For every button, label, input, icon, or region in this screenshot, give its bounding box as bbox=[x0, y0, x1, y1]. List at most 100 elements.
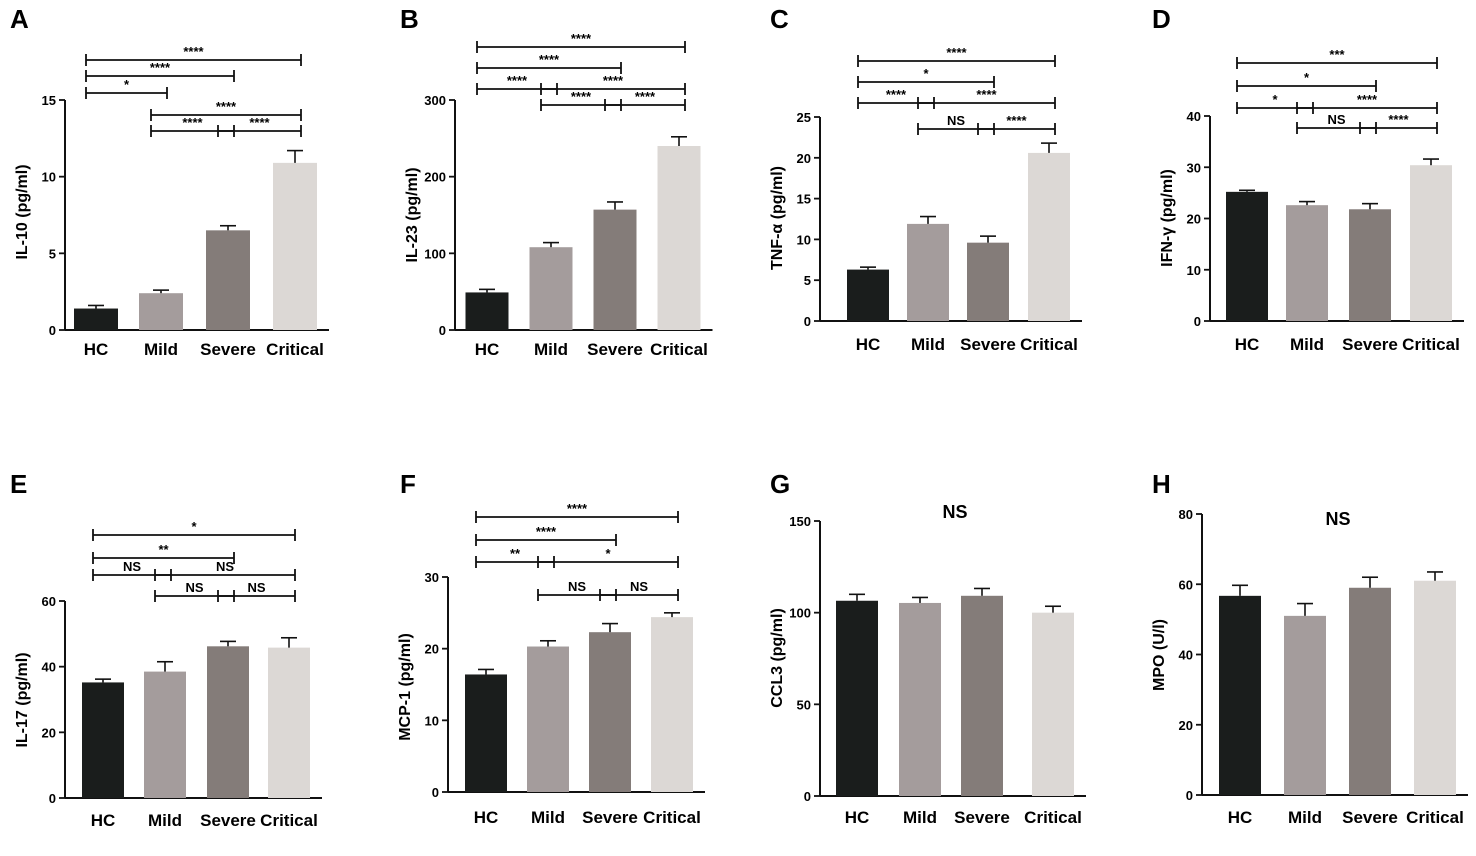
significance-label: NS bbox=[216, 559, 234, 574]
panel-letter: D bbox=[1152, 4, 1171, 34]
y-tick-label: 100 bbox=[789, 606, 811, 621]
panel-letter: E bbox=[10, 469, 27, 499]
significance-label: * bbox=[124, 77, 130, 92]
category-label: Severe bbox=[200, 811, 256, 830]
bar-hc bbox=[82, 682, 124, 798]
panel-letter: G bbox=[770, 469, 790, 499]
panel-a: A 0 5 10 15 IL-10 (pg/ml) HC Mild Severe Critical… bbox=[10, 4, 329, 359]
significance-label: * bbox=[1304, 70, 1310, 85]
significance-label: **** bbox=[1357, 92, 1378, 107]
y-tick-label: 15 bbox=[797, 192, 811, 207]
bar-mild bbox=[529, 247, 573, 330]
y-tick-label: 30 bbox=[425, 570, 439, 585]
category-label: Mild bbox=[911, 335, 945, 354]
y-tick-label: 0 bbox=[49, 791, 56, 806]
panel-significance-note: NS bbox=[1325, 509, 1350, 529]
significance-label: **** bbox=[507, 73, 528, 88]
y-axis-title: TNF-α (pg/ml) bbox=[769, 166, 786, 270]
y-tick-label: 300 bbox=[424, 93, 446, 108]
significance-label: **** bbox=[1388, 112, 1409, 127]
y-axis-title: MPO (U/l) bbox=[1151, 619, 1168, 691]
y-axis-title: IFN-γ (pg/ml) bbox=[1159, 169, 1176, 267]
category-label: Severe bbox=[1342, 808, 1398, 827]
bar-mild bbox=[144, 671, 186, 798]
significance-label: **** bbox=[976, 87, 997, 102]
panel-g: G 0 50 100 150 CCL3 (pg/ml) HC Mild Severe Critic… bbox=[769, 469, 1086, 827]
significance-label: **** bbox=[183, 44, 204, 59]
significance-label: **** bbox=[603, 73, 624, 88]
significance-label: * bbox=[923, 66, 929, 81]
category-label: HC bbox=[91, 811, 116, 830]
y-tick-label: 40 bbox=[42, 660, 56, 675]
y-axis-title: IL-10 (pg/ml) bbox=[14, 164, 31, 259]
y-tick-label: 10 bbox=[425, 713, 439, 728]
panel-letter: F bbox=[400, 469, 416, 499]
bar-hc bbox=[465, 292, 509, 330]
significance-label: **** bbox=[182, 115, 203, 130]
panel-d: D 0 10 20 30 40 IFN-γ (pg/ml) HC Mild Severe Criti… bbox=[1152, 4, 1464, 354]
y-tick-label: 20 bbox=[1187, 212, 1201, 227]
y-tick-label: 10 bbox=[797, 232, 811, 247]
significance-label: **** bbox=[571, 89, 592, 104]
significance-label: **** bbox=[249, 115, 270, 130]
y-tick-label: 80 bbox=[1179, 507, 1193, 522]
significance-label: * bbox=[191, 519, 197, 534]
y-tick-label: 40 bbox=[1179, 648, 1193, 663]
y-tick-label: 15 bbox=[42, 93, 56, 108]
significance-label: * bbox=[605, 546, 611, 561]
y-tick-label: 100 bbox=[424, 246, 446, 261]
bar-severe bbox=[967, 242, 1009, 321]
bar-hc bbox=[465, 674, 507, 792]
category-label: Severe bbox=[582, 808, 638, 827]
category-label: HC bbox=[845, 808, 870, 827]
significance-label: ** bbox=[158, 542, 169, 557]
bar-mild bbox=[1286, 205, 1328, 321]
bar-severe bbox=[589, 632, 631, 792]
significance-label: NS bbox=[947, 113, 965, 128]
category-label: HC bbox=[475, 340, 500, 359]
category-label: Critical bbox=[643, 808, 701, 827]
bar-hc bbox=[1226, 191, 1268, 321]
panel-e: E 0 20 40 60 IL-17 (pg/ml) HC Mild Severe Critica… bbox=[10, 469, 322, 830]
y-axis-title: IL-17 (pg/ml) bbox=[14, 652, 31, 747]
y-tick-label: 0 bbox=[804, 314, 811, 329]
bar-severe bbox=[207, 646, 249, 798]
significance-label: NS bbox=[123, 559, 141, 574]
y-tick-label: 0 bbox=[804, 789, 811, 804]
y-tick-label: 0 bbox=[1194, 314, 1201, 329]
panel-c: C 0 5 10 15 20 25 TNF-α (pg/ml) HC Mild Severe Crit… bbox=[769, 4, 1082, 354]
y-tick-label: 20 bbox=[42, 725, 56, 740]
bar-mild bbox=[527, 646, 569, 792]
significance-label: **** bbox=[886, 87, 907, 102]
significance-label: **** bbox=[567, 501, 588, 516]
bar-hc bbox=[836, 600, 878, 796]
panel-b: B 0 100 200 300 IL-23 (pg/ml) HC Mild Severe Crit… bbox=[400, 4, 713, 359]
bar-critical bbox=[1032, 612, 1074, 796]
significance-label: ** bbox=[510, 546, 521, 561]
y-tick-label: 60 bbox=[42, 594, 56, 609]
significance-label: NS bbox=[630, 579, 648, 594]
category-label: HC bbox=[84, 340, 109, 359]
significance-label: **** bbox=[539, 52, 560, 67]
y-tick-label: 25 bbox=[797, 110, 811, 125]
bar-severe bbox=[206, 230, 250, 330]
bar-mild bbox=[1284, 615, 1326, 795]
panel-significance-note: NS bbox=[942, 502, 967, 522]
y-tick-label: 150 bbox=[789, 514, 811, 529]
significance-label: NS bbox=[568, 579, 586, 594]
y-tick-label: 0 bbox=[1186, 788, 1193, 803]
category-label: Mild bbox=[1290, 335, 1324, 354]
bar-severe bbox=[1349, 587, 1391, 795]
y-axis-title: MCP-1 (pg/ml) bbox=[397, 633, 414, 741]
bar-mild bbox=[907, 223, 949, 321]
bar-critical bbox=[273, 162, 317, 330]
panel-letter: B bbox=[400, 4, 419, 34]
bar-critical bbox=[1414, 580, 1456, 795]
y-tick-label: 30 bbox=[1187, 160, 1201, 175]
category-label: Critical bbox=[1024, 808, 1082, 827]
panel-letter: A bbox=[10, 4, 29, 34]
y-tick-label: 5 bbox=[804, 273, 811, 288]
category-label: Critical bbox=[260, 811, 318, 830]
category-label: Mild bbox=[903, 808, 937, 827]
category-label: Critical bbox=[266, 340, 324, 359]
